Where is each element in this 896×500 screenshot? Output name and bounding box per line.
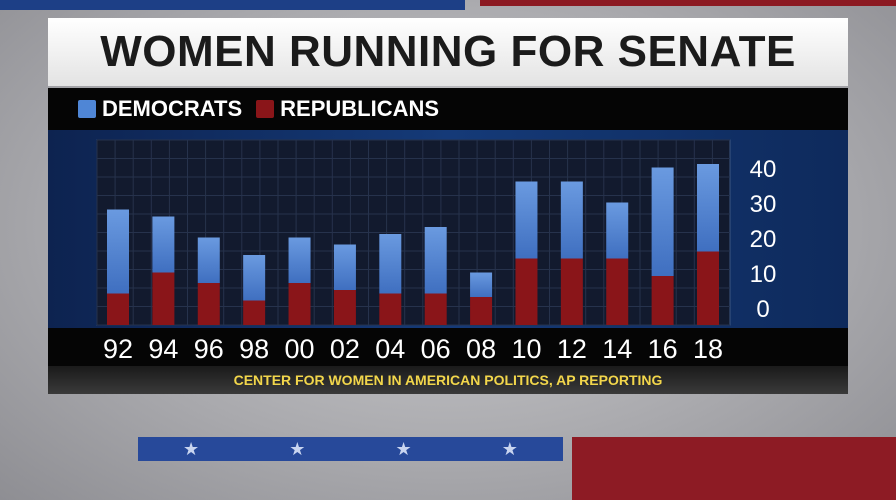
bar-democrats-18 bbox=[697, 164, 719, 252]
bar-democrats-98 bbox=[243, 255, 266, 301]
bar-democrats-94 bbox=[152, 216, 175, 273]
bar-republicans-08 bbox=[470, 297, 493, 325]
democrats-swatch bbox=[78, 100, 96, 118]
republicans-swatch bbox=[256, 100, 275, 118]
x-tick-label: 98 bbox=[239, 334, 269, 364]
bar-republicans-00 bbox=[288, 283, 311, 325]
x-tick-label: 96 bbox=[194, 334, 224, 364]
bar-republicans-10 bbox=[515, 258, 538, 325]
x-tick-label: 94 bbox=[148, 334, 178, 364]
y-tick-label: 40 bbox=[750, 156, 777, 183]
x-tick-label: 16 bbox=[648, 334, 678, 364]
bar-republicans-94 bbox=[152, 272, 175, 325]
bar-republicans-92 bbox=[107, 293, 129, 325]
bar-republicans-14 bbox=[606, 258, 629, 325]
x-tick-label: 02 bbox=[330, 334, 360, 364]
source-credit: CENTER FOR WOMEN IN AMERICAN POLITICS, A… bbox=[48, 366, 848, 394]
bar-republicans-02 bbox=[333, 290, 356, 325]
y-tick-label: 0 bbox=[756, 296, 769, 323]
x-tick-label: 14 bbox=[602, 334, 632, 364]
bar-republicans-16 bbox=[651, 276, 674, 325]
bar-democrats-04 bbox=[379, 234, 402, 294]
chart-title: WOMEN RUNNING FOR SENATE bbox=[48, 18, 848, 86]
bar-democrats-10 bbox=[515, 181, 538, 259]
star-icon: ★ bbox=[501, 438, 518, 459]
legend-republicans-label: REPUBLICANS bbox=[280, 96, 440, 121]
top-blue-strip bbox=[0, 0, 465, 10]
bar-democrats-06 bbox=[424, 227, 447, 294]
bar-republicans-04 bbox=[379, 293, 402, 325]
x-tick-label: 12 bbox=[557, 334, 587, 364]
bar-republicans-96 bbox=[197, 283, 220, 325]
bar-democrats-16 bbox=[651, 167, 674, 276]
y-tick-label: 30 bbox=[750, 191, 777, 218]
legend-democrats: DEMOCRATS bbox=[78, 96, 242, 122]
x-tick-label: 04 bbox=[375, 334, 405, 364]
x-tick-label: 06 bbox=[421, 334, 451, 364]
x-tick-label: 10 bbox=[511, 334, 541, 364]
y-tick-label: 10 bbox=[750, 261, 777, 288]
bar-republicans-18 bbox=[697, 251, 719, 325]
star-icon: ★ bbox=[289, 438, 306, 459]
top-red-strip bbox=[480, 0, 896, 6]
x-tick-label: 00 bbox=[285, 334, 315, 364]
bar-democrats-96 bbox=[197, 237, 220, 283]
star-icon: ★ bbox=[183, 438, 200, 459]
legend-republicans: REPUBLICANS bbox=[256, 96, 439, 122]
red-banner bbox=[572, 437, 896, 500]
bar-republicans-98 bbox=[243, 300, 266, 325]
bar-democrats-14 bbox=[606, 202, 629, 259]
x-tick-label: 08 bbox=[466, 334, 496, 364]
bar-democrats-12 bbox=[560, 181, 583, 259]
bar-democrats-02 bbox=[333, 244, 356, 290]
stars-banner: ★ ★ ★ ★ bbox=[138, 437, 563, 461]
bar-republicans-06 bbox=[424, 293, 447, 325]
bar-democrats-92 bbox=[107, 209, 129, 294]
x-tick-label: 92 bbox=[103, 334, 133, 364]
bar-democrats-00 bbox=[288, 237, 311, 283]
y-tick-label: 20 bbox=[750, 226, 777, 253]
x-tick-label: 18 bbox=[693, 334, 723, 364]
bar-republicans-12 bbox=[560, 258, 583, 325]
star-icon: ★ bbox=[395, 438, 412, 459]
bar-democrats-08 bbox=[470, 272, 493, 297]
legend-democrats-label: DEMOCRATS bbox=[102, 96, 243, 121]
legend: DEMOCRATS REPUBLICANS bbox=[48, 88, 848, 130]
x-axis-strip bbox=[48, 328, 848, 366]
